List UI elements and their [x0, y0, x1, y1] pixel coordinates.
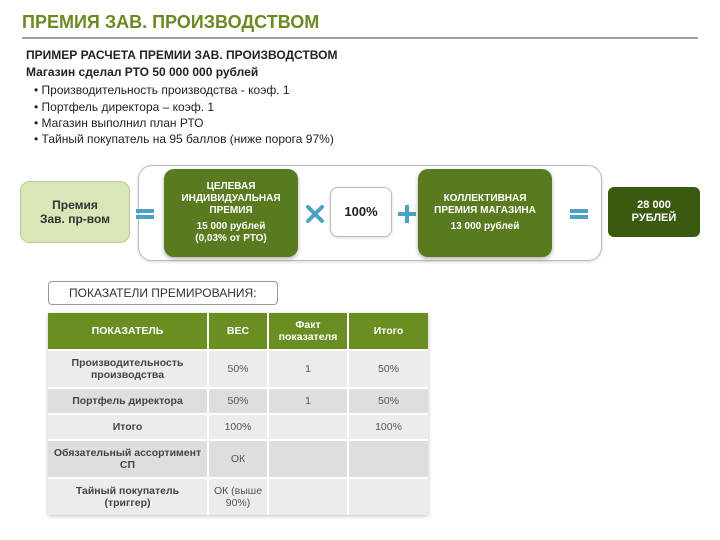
- indicators-table: ПОКАЗАТЕЛЬ ВЕС Факт показателя Итого Про…: [48, 313, 428, 515]
- equals-icon: [568, 203, 590, 225]
- flow-node-collective: КОЛЛЕКТИВНАЯ ПРЕМИЯ МАГАЗИНА 13 000 рубл…: [418, 169, 552, 257]
- table-header: Итого: [348, 313, 428, 350]
- table-cell: [348, 478, 428, 515]
- intro-block: ПРИМЕР РАСЧЕТА ПРЕМИИ ЗАВ. ПРОИЗВОДСТВОМ…: [0, 47, 720, 153]
- flow-node-individual: ЦЕЛЕВАЯ ИНДИВИДУАЛЬНАЯ ПРЕМИЯ 15 000 руб…: [164, 169, 298, 257]
- table-cell: 100%: [208, 414, 268, 440]
- flow-start-line2: Зав. пр-вом: [40, 212, 110, 226]
- node-amount: 15 000 рублей: [197, 221, 266, 233]
- intro-bullet: Производительность производства - коэф. …: [34, 82, 694, 98]
- multiply-icon: [304, 203, 326, 225]
- table-cell: 1: [268, 388, 348, 414]
- table-cell: Обязательный ассортимент СП: [48, 440, 208, 478]
- node-sub: (0,03% от РТО): [195, 233, 267, 245]
- calculation-flow: Премия Зав. пр-вом ЦЕЛЕВАЯ ИНДИВИДУАЛЬНА…: [20, 159, 700, 267]
- table-cell: ОК (выше 90%): [208, 478, 268, 515]
- title-underline: [22, 37, 698, 39]
- table-cell: 50%: [208, 350, 268, 388]
- table-row: Тайный покупатель (триггер)ОК (выше 90%): [48, 478, 428, 515]
- intro-bullet: Портфель директора – коэф. 1: [34, 99, 694, 115]
- table-cell: [348, 440, 428, 478]
- table-header: ВЕС: [208, 313, 268, 350]
- table-cell: Портфель директора: [48, 388, 208, 414]
- table-cell: Итого: [48, 414, 208, 440]
- table-cell: 1: [268, 350, 348, 388]
- node-title: ЦЕЛЕВАЯ ИНДИВИДУАЛЬНАЯ ПРЕМИЯ: [170, 181, 292, 217]
- flow-start-line1: Премия: [52, 198, 98, 212]
- flow-node-start: Премия Зав. пр-вом: [20, 181, 130, 243]
- result-value: 28 000 РУБЛЕЙ: [614, 199, 694, 225]
- intro-bullet: Магазин выполнил план РТО: [34, 115, 694, 131]
- intro-subline: Магазин сделал РТО 50 000 000 рублей: [26, 64, 694, 80]
- table-cell: [268, 440, 348, 478]
- table-row: Портфель директора50%150%: [48, 388, 428, 414]
- table-subheader: ПОКАЗАТЕЛИ ПРЕМИРОВАНИЯ:: [48, 281, 278, 305]
- table-cell: 100%: [348, 414, 428, 440]
- intro-list: Производительность производства - коэф. …: [26, 82, 694, 147]
- table-cell: 50%: [208, 388, 268, 414]
- plus-icon: [396, 203, 418, 225]
- intro-bullet: Тайный покупатель на 95 баллов (ниже пор…: [34, 131, 694, 147]
- page-title: ПРЕМИЯ ЗАВ. ПРОИЗВОДСТВОМ: [0, 0, 720, 37]
- table-header-row: ПОКАЗАТЕЛЬ ВЕС Факт показателя Итого: [48, 313, 428, 350]
- table-header: Факт показателя: [268, 313, 348, 350]
- table-cell: ОК: [208, 440, 268, 478]
- node-title: КОЛЛЕКТИВНАЯ ПРЕМИЯ МАГАЗИНА: [424, 193, 546, 217]
- intro-heading: ПРИМЕР РАСЧЕТА ПРЕМИИ ЗАВ. ПРОИЗВОДСТВОМ: [26, 47, 694, 63]
- table-cell: 50%: [348, 388, 428, 414]
- equals-icon: [134, 203, 156, 225]
- table-cell: Тайный покупатель (триггер): [48, 478, 208, 515]
- node-amount: 13 000 рублей: [451, 221, 520, 233]
- table-header: ПОКАЗАТЕЛЬ: [48, 313, 208, 350]
- table-row: Обязательный ассортимент СПОК: [48, 440, 428, 478]
- table-cell: [268, 414, 348, 440]
- table-cell: 50%: [348, 350, 428, 388]
- flow-node-percent: 100%: [330, 187, 392, 237]
- flow-node-result: 28 000 РУБЛЕЙ: [608, 187, 700, 237]
- table-cell: Производительность производства: [48, 350, 208, 388]
- table-row: Производительность производства50%150%: [48, 350, 428, 388]
- percent-value: 100%: [344, 204, 377, 220]
- table-cell: [268, 478, 348, 515]
- table-row: Итого100%100%: [48, 414, 428, 440]
